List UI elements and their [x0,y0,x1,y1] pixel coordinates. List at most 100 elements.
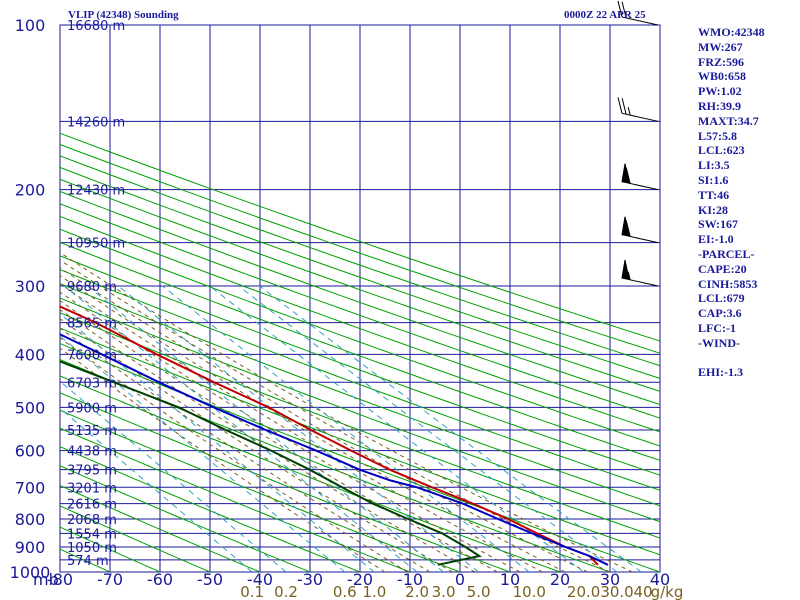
dry-adiabat-line [60,283,660,507]
dry-adiabat-line [60,241,660,461]
height-label: 1554 m [67,527,117,542]
height-label: 574 m [67,554,109,569]
dry-adiabat-line [60,155,660,367]
adiabat-layer [60,132,660,572]
height-label: 3201 m [67,481,117,496]
index-item [698,351,765,366]
dry-adiabat-line [60,143,660,354]
dry-adiabat-line [60,392,511,572]
moist-adiabat-line [60,251,633,572]
index-item: RH:39.9 [698,98,741,113]
dry-adiabat-line [60,215,660,433]
chart-title: VLIP (42348) Sounding [68,9,179,21]
moist-adiabat-line [60,347,386,572]
temperature-tick-label: -50 [197,570,223,589]
mixing-ratio-tick-label: 5.0 [467,583,491,600]
height-label: 12430 m [67,184,125,199]
grid-layer [59,24,661,573]
temperature-profile-line [60,305,599,566]
dry-adiabat-line [60,427,411,572]
height-label: 2616 m [67,498,117,513]
moist-adiabat-line [60,327,431,572]
mixing-ratio-unit-label: g/kg [651,583,684,600]
mixing-ratio-line [259,285,642,572]
dry-adiabat-line [60,178,660,392]
dry-adiabat-line [60,312,660,539]
stability-indices-panel: WMO:42348 MW:267 FRZ:596 WB0:658 PW:1.02 RH:3… [698,25,765,380]
index-item: EI:-1.0 [698,232,734,247]
moist-adiabat-line [60,318,453,572]
pressure-tick-label: 200 [15,181,46,200]
temperature-tick-label: -40 [247,570,273,589]
wind-barb [617,0,659,26]
mixing-ratio-tick-label: 0.1 [240,583,264,600]
mixing-ratio-tick-label: 3.0 [432,583,456,600]
temperature-tick-label: -80 [47,570,73,589]
dry-adiabat-line [60,255,660,476]
index-item: -WIND- [698,335,740,350]
dry-adiabat-line [60,409,461,572]
mixing-ratio-line [60,313,375,572]
mixing-ratio-line [87,285,444,572]
pressure-tick-label: 800 [15,510,46,529]
height-label: 4438 m [67,445,117,460]
moist-adiabat-line [60,267,588,572]
pressure-tick-label: 100 [15,16,46,35]
mixing-ratio-line [238,285,618,572]
temperature-tick-label: 40 [650,570,670,589]
index-item: CAPE:20 [698,261,747,276]
mixing-ratio-line [60,407,253,572]
mixing-ratio-tick-label: 10.0 [513,583,546,600]
dry-adiabat-line [60,446,361,572]
mixing-ratio-tick-label: 20.0 [567,583,600,600]
mixing-ratio-line [63,285,418,572]
height-label: 6703 m [67,376,117,391]
index-item: LI:3.5 [698,158,730,173]
series-layer [60,305,609,566]
pressure-tick-label: 600 [15,442,46,461]
pressure-tick-label: 1000 [10,563,51,582]
height-label: 8565 m [67,317,117,332]
dry-adiabat-line [60,166,660,379]
mixing-ratio-line [209,285,584,572]
pressure-axis-label: mb [33,570,59,589]
dry-adiabat-line [60,269,660,491]
index-item: MW:267 [698,39,743,54]
height-label: 1050 m [67,541,117,556]
temperature-tick-label: 10 [500,570,520,589]
wind-barb [621,259,659,287]
dry-adiabat-line [60,526,161,572]
index-item: CAP:3.6 [698,306,742,321]
sounding-datetime: 0000Z 22 APR 25 [564,9,646,21]
moist-adiabat-line [60,337,408,572]
dry-adiabat-line [60,132,660,342]
pressure-tick-label: 500 [15,398,46,417]
index-item: MAXT:34.7 [698,113,759,128]
wind-barb [621,163,659,191]
index-item: -PARCEL- [698,246,755,261]
index-item: KI:28 [698,202,728,217]
index-item: WB0:658 [698,69,746,84]
mixing-ratio-tick-label: 40 [633,583,652,600]
height-label: 3795 m [67,464,117,479]
mixing-ratio-tick-label: 2.0 [405,583,429,600]
dry-adiabat-line [60,228,660,447]
dry-adiabat-line [60,484,261,572]
dry-adiabat-line [60,327,660,556]
height-label: 5900 m [67,401,117,416]
dry-adiabat-line [60,505,211,572]
dry-adiabat-line [60,358,611,572]
temperature-tick-label: 0 [455,570,465,589]
mixing-ratio-tick-label: 0.6 [333,583,357,600]
index-item: TT:46 [698,187,730,202]
mixing-ratio-tick-label: 30.0 [600,583,633,600]
height-label: 5135 m [67,424,117,439]
height-label: 2068 m [67,513,117,528]
mixing-ratio-line [117,285,479,572]
height-label: 10950 m [67,237,125,252]
height-label: 9680 m [67,280,117,295]
index-item: CINH:5853 [698,276,758,291]
temperature-tick-label: 20 [550,570,570,589]
